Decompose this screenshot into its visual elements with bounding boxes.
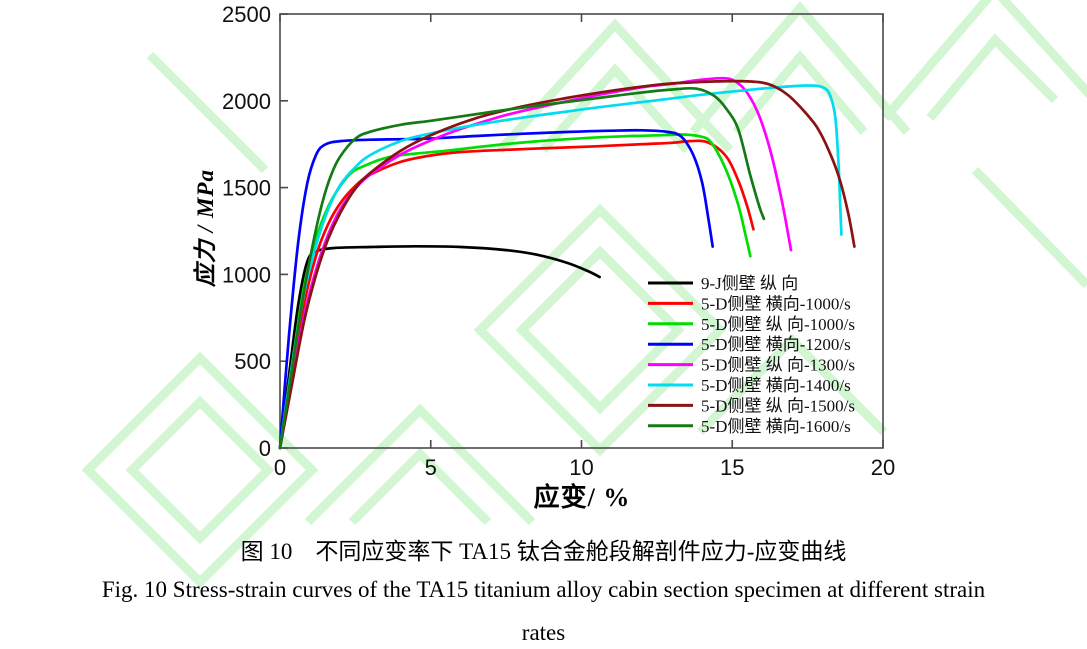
y-tick-label: 2500 [222, 2, 271, 27]
curve-series-0 [278, 244, 601, 450]
legend-label-2: 5-D侧壁 纵 向-1000/s [701, 315, 855, 334]
caption-chinese: 图 10 不同应变率下 TA15 钛合金舱段解剖件应力-应变曲线 [240, 539, 847, 564]
curve-series-1 [278, 139, 755, 450]
y-axis-title: 应力 / MPa [193, 169, 218, 287]
y-tick-label: 500 [234, 349, 271, 374]
curve-series-2 [278, 133, 752, 450]
legend-label-5: 5-D侧壁 横向-1400/s [701, 376, 851, 395]
watermark-pattern [81, 0, 1087, 589]
x-tick-label: 0 [274, 455, 286, 480]
y-tick-label: 1500 [222, 176, 271, 201]
legend-label-6: 5-D侧壁 纵 向-1500/s [701, 396, 855, 415]
x-tick-label: 20 [871, 455, 895, 480]
curve-series-4 [278, 76, 793, 450]
caption-english-line2: rates [521, 620, 566, 645]
y-tick-label: 2000 [222, 89, 271, 114]
x-tick-label: 5 [425, 455, 437, 480]
x-tick-label: 15 [720, 455, 744, 480]
curve-series-3 [278, 128, 715, 450]
curve-series-5 [278, 84, 843, 450]
curve-series-7 [278, 86, 766, 450]
legend-label-7: 5-D侧壁 横向-1600/s [701, 417, 851, 436]
x-axis-title: 应变/ % [533, 483, 631, 512]
legend-label-0: 9-J侧壁 纵 向 [701, 274, 798, 293]
caption-english-line1: Fig. 10 Stress-strain curves of the TA15… [101, 577, 986, 602]
legend-label-1: 5-D侧壁 横向-1000/s [701, 294, 851, 313]
y-tick-label: 1000 [222, 262, 271, 287]
x-tick-label: 10 [569, 455, 593, 480]
legend-label-3: 5-D侧壁 横向-1200/s [701, 335, 851, 354]
legend-label-4: 5-D侧壁 纵 向-1300/s [701, 356, 855, 375]
y-tick-label: 0 [259, 436, 271, 461]
curve-series-6 [278, 79, 856, 450]
